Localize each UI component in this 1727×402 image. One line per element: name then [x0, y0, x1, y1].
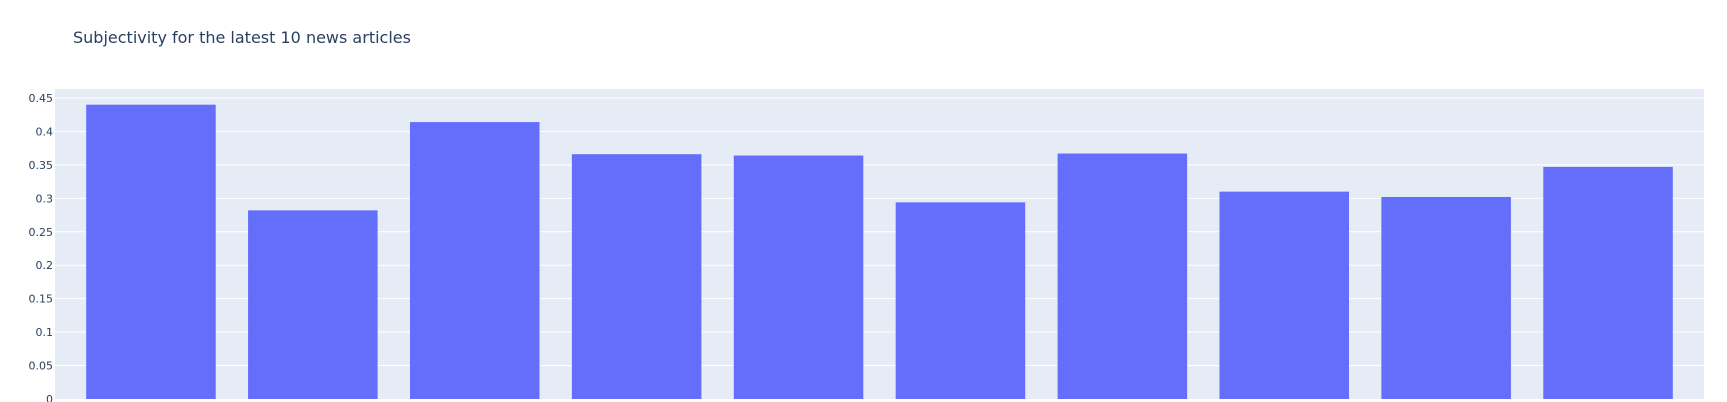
y-tick-label: 0.35 [29, 159, 54, 172]
y-tick-label: 0.25 [29, 226, 54, 239]
y-tick-label: 0 [46, 393, 53, 402]
bar [1381, 196, 1511, 399]
y-tick-label: 0.2 [36, 259, 54, 272]
bar [733, 155, 864, 399]
y-tick-label: 0.1 [36, 326, 54, 339]
bar [1219, 191, 1350, 399]
y-tick-label: 0.4 [36, 125, 54, 138]
chart-title: Subjectivity for the latest 10 news arti… [73, 28, 411, 47]
bar [409, 122, 540, 399]
bar [1057, 153, 1188, 399]
y-tick-label: 0.15 [29, 293, 54, 306]
y-tick-label: 0.45 [29, 92, 54, 105]
bar [248, 210, 378, 399]
bar [1543, 166, 1673, 399]
y-tick-label: 0.3 [36, 192, 54, 205]
bars [86, 104, 1673, 399]
bar [571, 154, 702, 399]
y-tick-label: 0.05 [29, 360, 54, 373]
bar [895, 202, 1026, 399]
bar [86, 104, 216, 399]
y-axis-ticks: 0 0.05 0.1 0.15 0.2 0.25 0.3 0.35 0.4 0.45 [29, 92, 54, 402]
